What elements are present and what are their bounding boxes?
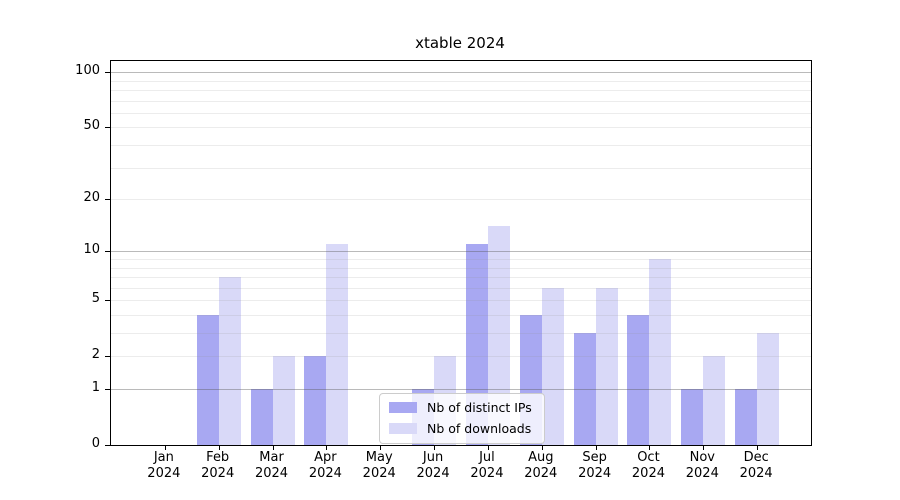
x-tick-mark	[164, 445, 166, 450]
bar-dec-distinct-ips	[735, 389, 758, 445]
y-tick-label: 0	[91, 436, 100, 451]
bar-feb-downloads	[218, 277, 241, 445]
bar-nov-distinct-ips	[681, 389, 704, 445]
x-tick-mark	[703, 445, 705, 450]
bar-apr-distinct-ips	[304, 356, 327, 445]
y-tick-mark	[105, 72, 111, 74]
x-tick-mark	[649, 445, 651, 450]
bar-apr-downloads	[326, 244, 349, 445]
tick-marks-layer	[105, 61, 811, 450]
x-tick-label-jul: Jul 2024	[470, 450, 504, 481]
x-tick-mark	[272, 445, 274, 450]
y-tick-mark	[105, 300, 111, 302]
bar-nov-downloads	[703, 356, 726, 445]
legend-swatch-downloads	[389, 423, 417, 434]
y-tick-label: 20	[83, 190, 100, 206]
x-tick-label-feb: Feb 2024	[201, 450, 235, 481]
plot-area	[105, 60, 812, 450]
bar-mar-distinct-ips	[250, 389, 273, 445]
x-tick-mark	[487, 445, 489, 450]
bar-sep-distinct-ips	[573, 333, 596, 445]
x-tick-mark	[218, 445, 220, 450]
x-tick-label-may: May 2024	[362, 450, 396, 481]
x-tick-label-mar: Mar 2024	[254, 450, 289, 481]
x-tick-mark	[757, 445, 759, 450]
legend-item-distinct-ips: Nb of distinct IPs	[389, 400, 535, 415]
y-tick-label: 50	[83, 118, 100, 134]
x-tick-label-nov: Nov 2024	[685, 450, 719, 481]
x-tick-mark	[434, 445, 436, 450]
y-tick-label: 5	[91, 291, 100, 307]
x-tick-mark	[326, 445, 328, 450]
y-tick-mark	[105, 389, 111, 390]
legend-label-distinct-ips: Nb of distinct IPs	[427, 400, 532, 415]
y-tick-mark	[105, 199, 111, 201]
bar-oct-distinct-ips	[627, 315, 650, 445]
x-tick-label-oct: Oct 2024	[631, 450, 665, 481]
x-tick-label-aug: Aug 2024	[524, 450, 558, 481]
y-tick-label: 2	[91, 347, 100, 363]
bar-mar-downloads	[272, 356, 295, 445]
chart-title: xtable 2024	[415, 34, 505, 52]
x-tick-label-jan: Jan 2024	[147, 450, 181, 481]
y-tick-mark	[105, 251, 111, 253]
legend-item-downloads: Nb of downloads	[389, 421, 535, 436]
y-tick-label: 100	[75, 63, 100, 79]
bar-jul-downloads	[487, 226, 510, 445]
bar-feb-distinct-ips	[196, 315, 219, 445]
x-tick-mark	[380, 445, 382, 450]
x-tick-mark	[595, 445, 597, 450]
x-tick-label-sep: Sep 2024	[578, 450, 612, 481]
bar-oct-downloads	[649, 259, 672, 445]
legend-label-downloads: Nb of downloads	[427, 421, 532, 436]
y-tick-label: 10	[83, 242, 100, 258]
x-tick-label-apr: Apr 2024	[308, 450, 342, 481]
y-tick-mark	[105, 127, 111, 129]
bar-aug-downloads	[541, 287, 564, 445]
bar-dec-downloads	[757, 333, 780, 445]
x-tick-label-dec: Dec 2024	[739, 450, 773, 481]
x-tick-mark	[541, 445, 543, 450]
y-tick-label: 1	[91, 380, 100, 395]
legend: Nb of distinct IPs Nb of downloads	[379, 393, 545, 444]
x-tick-label-jun: Jun 2024	[416, 450, 450, 481]
y-tick-mark	[105, 356, 111, 358]
y-tick-mark	[105, 445, 111, 446]
bar-sep-downloads	[595, 287, 618, 445]
legend-swatch-distinct-ips	[389, 402, 417, 413]
